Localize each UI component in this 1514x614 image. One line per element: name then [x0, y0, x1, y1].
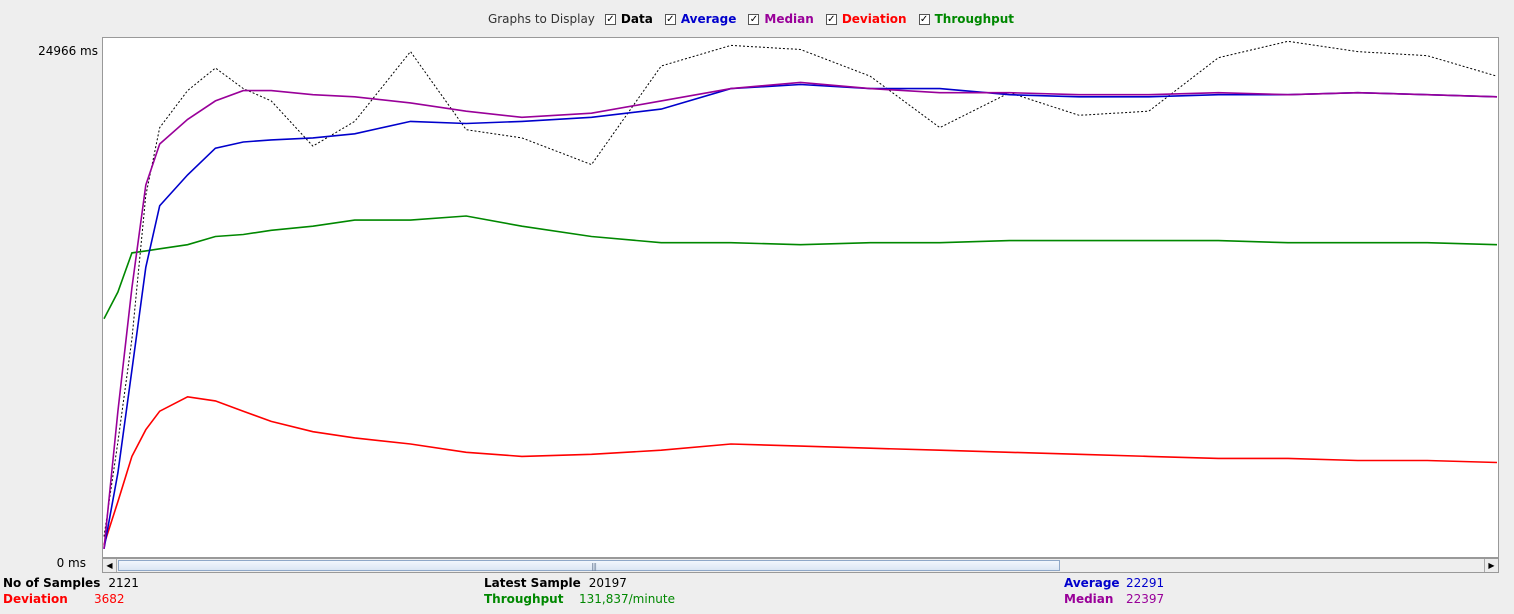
scrollbar-thumb[interactable]: |||	[118, 560, 1060, 571]
deviation-checkbox[interactable]: ✓	[825, 13, 837, 25]
average-stat-label: Average	[1064, 576, 1120, 590]
deviation-series-line	[103, 395, 1498, 545]
toggle-throughput[interactable]: ✓ Throughput	[918, 12, 1015, 26]
average-stat-value: 22291	[1126, 576, 1165, 590]
deviation-label: Deviation	[841, 12, 907, 26]
data-label: Data	[620, 12, 653, 26]
throughput-checkbox[interactable]: ✓	[918, 13, 930, 25]
samples-stat: No of Samples 2121	[3, 576, 139, 590]
throughput-stat-label: Throughput	[484, 592, 564, 606]
toggle-average[interactable]: ✓ Average	[664, 12, 737, 26]
deviation-stat-value: 3682	[94, 592, 125, 606]
graph-canvas	[103, 40, 1498, 549]
throughput-series-line	[103, 215, 1498, 320]
deviation-stat-label: Deviation	[3, 592, 68, 606]
legend-title: Graphs to Display	[487, 12, 595, 26]
median-stat: Median 22397	[1064, 592, 1164, 606]
average-checkbox[interactable]: ✓	[664, 13, 676, 25]
throughput-stat-value: 131,837/minute	[579, 592, 675, 606]
toggle-deviation[interactable]: ✓ Deviation	[825, 12, 907, 26]
grip-icon: |||	[591, 562, 597, 571]
y-axis-min-label: 0 ms	[56, 556, 86, 570]
median-checkbox[interactable]: ✓	[748, 13, 760, 25]
average-series-line	[103, 83, 1498, 549]
graphs-to-display-bar: Graphs to Display ✓ Data ✓ Average ✓ Med…	[0, 10, 1514, 28]
data-checkbox[interactable]: ✓	[604, 13, 616, 25]
throughput-stat: Throughput 131,837/minute	[484, 592, 675, 606]
graph-area	[102, 37, 1499, 558]
toggle-median[interactable]: ✓ Median	[748, 12, 814, 26]
y-axis-max-label: 24966 ms	[38, 44, 98, 58]
average-stat: Average 22291	[1064, 576, 1164, 590]
median-label: Median	[764, 12, 814, 26]
toggle-data[interactable]: ✓ Data	[604, 12, 653, 26]
median-series-line	[103, 81, 1498, 549]
median-stat-value: 22397	[1126, 592, 1165, 606]
scroll-left-icon[interactable]: ◀	[103, 559, 117, 572]
throughput-label: Throughput	[934, 12, 1015, 26]
latest-sample-stat: Latest Sample 20197	[484, 576, 627, 590]
median-stat-label: Median	[1064, 592, 1114, 606]
data-series-line	[103, 40, 1498, 537]
horizontal-scrollbar[interactable]: ◀ ||| ▶	[102, 558, 1499, 573]
latest-sample-label: Latest Sample	[484, 576, 581, 590]
average-label: Average	[680, 12, 737, 26]
scroll-right-icon[interactable]: ▶	[1484, 559, 1498, 572]
samples-value: 2121	[108, 576, 139, 590]
deviation-stat: Deviation 3682	[3, 592, 125, 606]
samples-label: No of Samples	[3, 576, 101, 590]
latest-sample-value: 20197	[588, 576, 627, 590]
